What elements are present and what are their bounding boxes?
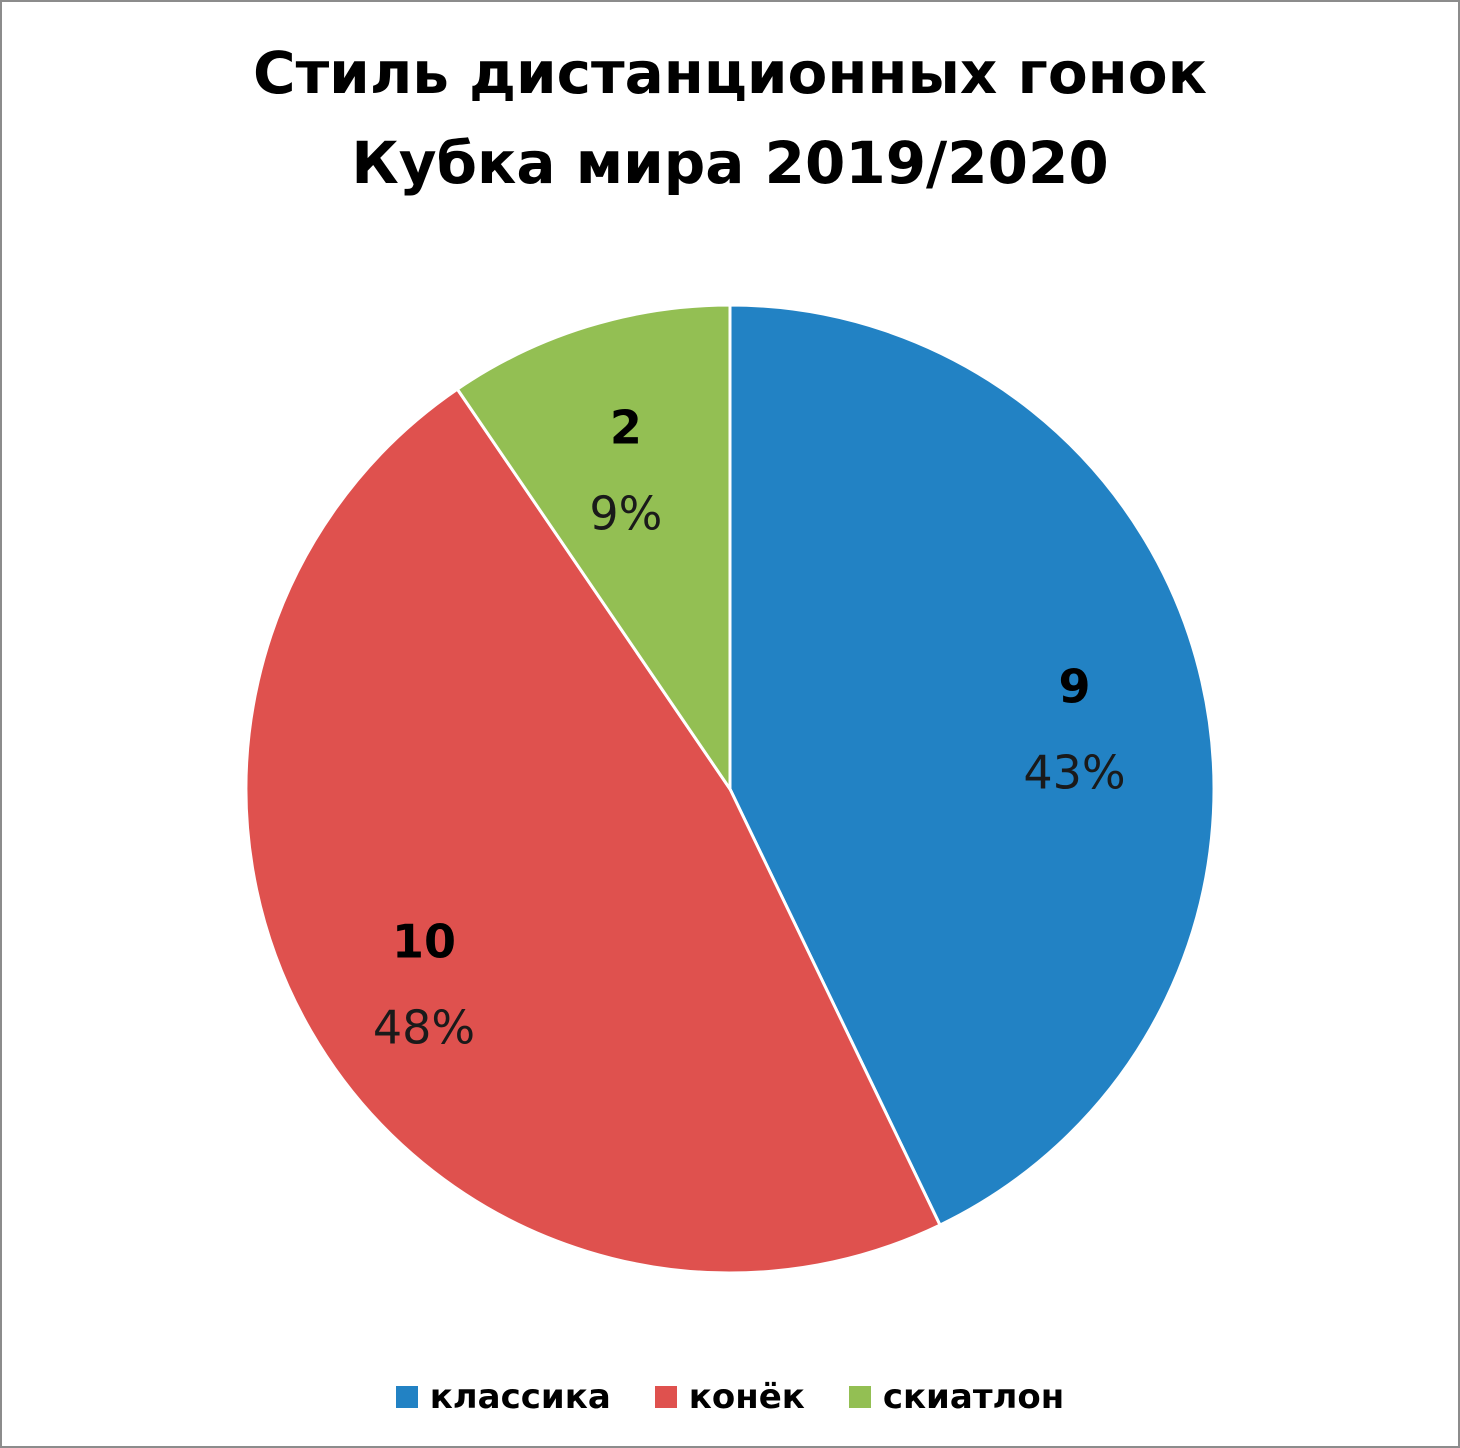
legend-swatch-skiatlon: [848, 1386, 871, 1408]
data-label-percent-skiatlon: 9%: [589, 486, 662, 540]
data-label-value-klassika: 9: [1058, 659, 1090, 713]
chart-title-line-2: Кубка мира 2019/2020: [351, 129, 1109, 197]
legend-label-klassika: классика: [429, 1377, 611, 1417]
legend-item-skiatlon: скиатлон: [848, 1377, 1065, 1417]
pie-slice-klassika: [728, 303, 1216, 1228]
chart-title-line-1: Стиль дистанционных гонок: [253, 39, 1207, 107]
legend: классика конёк скиатлон: [0, 1377, 1460, 1417]
legend-swatch-klassika: [395, 1386, 418, 1408]
legend-label-konek: конёк: [688, 1377, 805, 1417]
data-label-value-skiatlon: 2: [610, 400, 642, 454]
pie-slice-konek: [244, 387, 943, 1275]
data-label-percent-klassika: 43%: [1023, 745, 1125, 799]
pie-slice-skiatlon: [455, 303, 732, 794]
legend-swatch-konek: [654, 1386, 677, 1408]
data-label-percent-konek: 48%: [373, 1001, 475, 1055]
legend-item-klassika: классика: [395, 1377, 611, 1417]
legend-item-konek: конёк: [654, 1377, 805, 1417]
chart-title: Стиль дистанционных гонок Кубка мира 201…: [0, 28, 1460, 208]
legend-label-skiatlon: скиатлон: [882, 1377, 1065, 1417]
data-label-value-konek: 10: [392, 915, 456, 969]
